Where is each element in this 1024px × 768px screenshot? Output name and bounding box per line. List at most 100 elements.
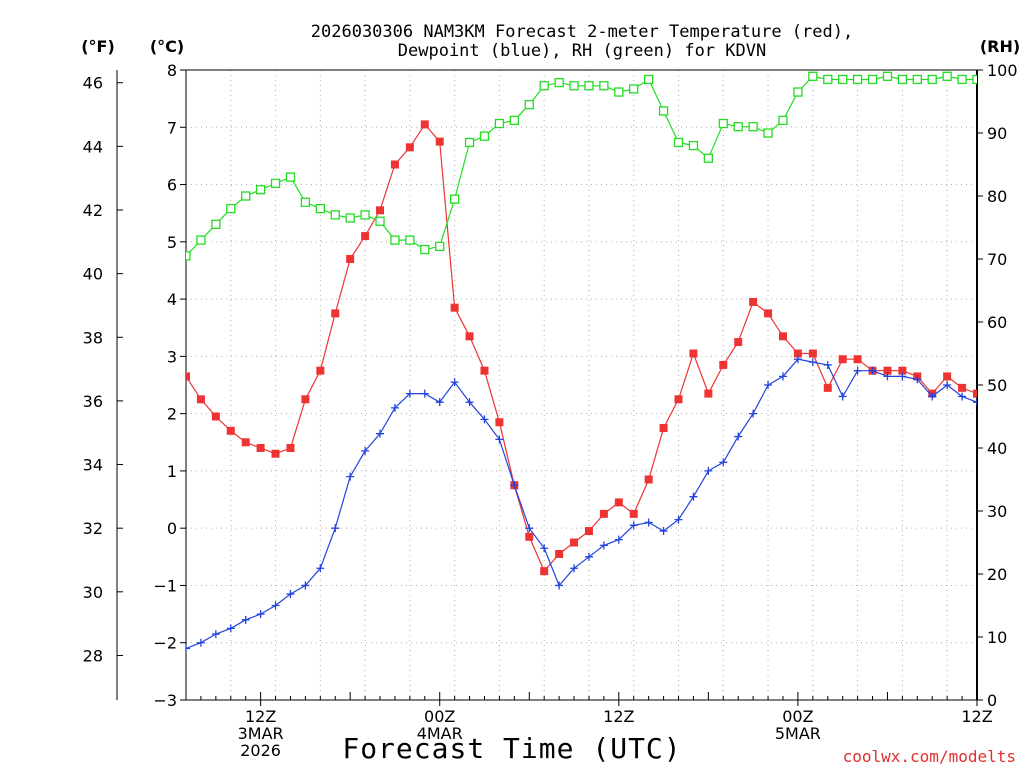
dewpoint-point [614,535,623,544]
rh-point [196,235,206,245]
series-line [186,75,977,257]
dewpoint-point [241,615,250,624]
temperature-point [614,498,623,507]
rh-point [539,81,549,91]
temperature-point [450,303,459,312]
temperature-point [390,160,399,169]
rh-point [793,87,803,97]
rh-point [972,74,977,85]
dewpoint-point [599,541,608,550]
dewpoint-point [913,375,922,384]
fahrenheit-tick-label: 34 [83,456,103,475]
temperature-point [540,567,549,576]
dewpoint-point [584,552,593,561]
rh-point [912,74,922,85]
temperature-point [883,366,892,375]
rh-point [405,235,415,245]
rh-point [345,213,355,223]
temperature-point [331,309,340,318]
rh-point [733,122,743,132]
dewpoint-point [868,366,877,375]
dewpoint-point [674,515,683,524]
temperature-point [495,418,504,427]
dewpoint-point [764,381,773,389]
x-tick-label: 3MAR [238,724,284,743]
dewpoint-point [555,581,564,590]
temperature-point [853,355,862,364]
rh-point [867,74,878,85]
dewpoint-point [629,521,638,530]
dewpoint-point [1018,355,1024,363]
temperature-point [689,349,698,358]
dewpoint-point [540,544,549,553]
rh-tick-label: 70 [987,250,1007,269]
dewpoint-point [778,372,787,381]
temperature-point [271,449,280,458]
x-tick-label: 4MAR [417,724,463,743]
dewpoint-point [883,372,892,381]
temperature-point [1003,367,1011,375]
dewpoint-point [495,435,504,444]
celsius-tick-label: 7 [167,118,177,137]
rh-point [420,244,430,255]
dewpoint-point [376,429,385,438]
celsius-tick-label: 5 [167,233,177,252]
dewpoint-point [390,403,399,412]
temperature-point [196,395,205,404]
celsius-tick-label: 0 [167,519,177,538]
dewpoint-point [734,432,743,441]
chart-title-line2: Dewpoint (blue), RH (green) for KDVN [398,41,766,61]
celsius-tick-label: 2 [167,405,177,424]
temperature-point [525,532,534,541]
rh-tick-label: 40 [987,439,1007,458]
x-tick-label: 00Z [424,707,455,726]
series-line [186,123,977,573]
rh-point [270,178,281,189]
rh-point [509,115,519,126]
temperature-point [838,355,847,364]
rh-point [211,219,221,230]
rh-point [629,84,639,94]
dewpoint-point [186,644,190,653]
fahrenheit-tick-label: 40 [83,265,103,284]
temperature-point [793,349,802,358]
dewpoint-point [346,472,355,481]
rh-point [673,137,684,148]
rh-tick-label: 30 [987,502,1007,521]
rh-point [226,203,236,214]
dewpoint-point [973,398,977,407]
temperature-point [764,309,773,318]
dewpoint-point [465,398,474,407]
celsius-tick-label: −3 [153,691,177,710]
dewpoint-point [226,624,235,633]
rh-point [644,74,654,85]
temperature-point [301,395,310,404]
temperature-point [376,206,385,215]
rh-point [569,81,579,91]
celsius-tick-label: 1 [167,462,177,481]
dewpoint-point [838,392,847,401]
rh-point [823,74,833,85]
fahrenheit-tick-label: 46 [83,74,103,93]
temperature-point [241,438,250,447]
dewpoint-point [853,366,862,375]
rh-point [494,118,505,129]
rh-point [957,74,967,85]
rh-point [703,153,714,163]
rh-point [524,100,534,110]
data-series [186,71,1024,653]
rh-point [778,115,788,126]
rh-point [748,122,758,132]
rh-tick-label: 20 [987,565,1007,584]
dewpoint-point [525,524,534,533]
dewpoint-point [271,601,280,610]
rh-point [882,71,893,81]
fahrenheit-tick-label: 30 [83,583,103,602]
temperature-point [898,366,907,375]
temperature-point [286,444,295,452]
rh-tick-label: 10 [987,628,1007,647]
axes: −3−2−10123456782830323436384042444601020… [83,61,1018,760]
series-line [186,358,977,650]
rh-point [658,106,669,116]
dewpoint-point [450,378,459,387]
